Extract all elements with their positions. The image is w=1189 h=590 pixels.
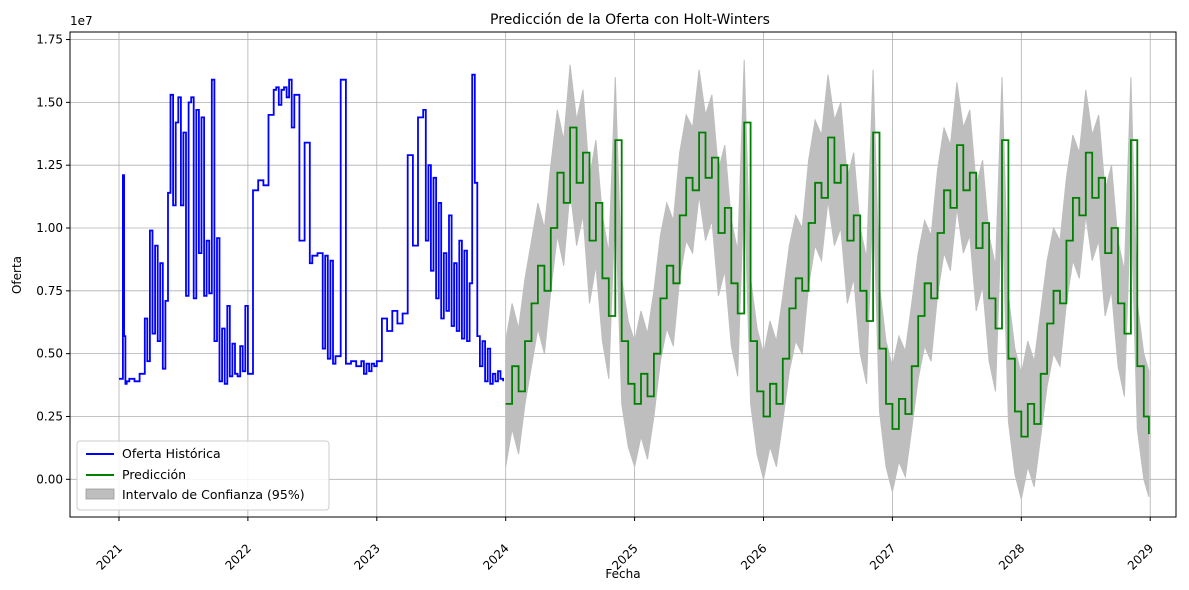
legend-box — [76, 440, 330, 511]
chart-title: Predicción de la Oferta con Holt-Winters — [490, 12, 770, 28]
series-line-layer — [119, 73, 1150, 438]
y-tick-label: 1.75 — [36, 33, 63, 47]
y-axis-label: Oferta — [10, 256, 24, 294]
legend-swatch-intervalo — [85, 488, 115, 500]
legend-label-intervalo: Intervalo de Confianza (95%) — [122, 487, 305, 502]
y-axis: 0.00 0.25 0.50 0.75 1.00 1.25 1.50 1.75 — [36, 33, 70, 486]
y-tick-label: 0.50 — [36, 347, 63, 361]
y-tick-label: 0.75 — [36, 284, 63, 298]
y-tick-label: 1.25 — [36, 158, 63, 172]
legend-label-historica: Oferta Histórica — [122, 446, 221, 461]
y-scale-label: 1e7 — [70, 14, 93, 28]
plot-frame — [69, 31, 1177, 518]
y-tick-label: 1.50 — [36, 95, 63, 109]
y-tick-label: 0.25 — [36, 409, 63, 423]
legend-label-prediccion: Predicción — [122, 467, 186, 482]
y-tick-label: 1.00 — [36, 221, 63, 235]
x-axis-label: Fecha — [605, 567, 640, 581]
grid — [70, 32, 1176, 517]
legend: Oferta Histórica Predicción Intervalo de… — [76, 440, 330, 511]
y-tick-label: 0.00 — [36, 472, 63, 486]
series-line-historica — [119, 73, 504, 385]
series-line-prediccion — [505, 121, 1150, 438]
